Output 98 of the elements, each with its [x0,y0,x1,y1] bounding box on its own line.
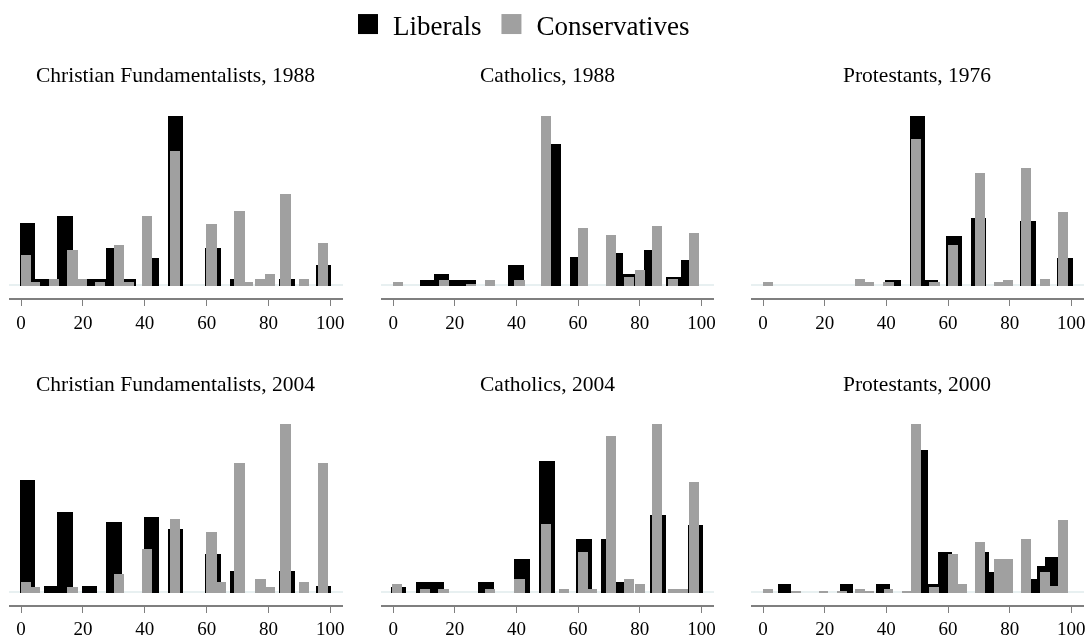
bar [19,479,35,593]
chart-title: Catholics, 2004 [480,372,616,396]
bar [141,548,152,593]
x-tick-label: 80 [630,618,650,639]
bar [169,518,180,593]
x-tick-label: 40 [135,311,155,333]
bar [317,462,328,593]
x-tick-label: 20 [73,618,93,639]
bar [1057,211,1068,286]
bar [437,588,449,593]
chart-title: Protestants, 1976 [843,63,992,87]
x-tick-label: 100 [687,311,716,333]
x-tick-label: 0 [16,311,26,333]
bar [1020,538,1031,593]
bar [298,278,309,286]
x-tick-label: 60 [938,618,958,639]
chart-title: Catholics, 1988 [480,63,615,87]
bar [910,138,921,286]
bar [392,281,403,286]
x-tick-label: 40 [135,618,155,639]
x-tick-label: 100 [1057,618,1086,639]
bar [836,590,847,593]
x-tick-label: 100 [316,311,345,333]
x-tick-label: 80 [1000,618,1020,639]
x-tick-label: 60 [197,618,217,639]
bar [777,583,791,593]
x-tick-label: 0 [388,618,398,639]
x-tick-label: 40 [876,311,896,333]
bar [651,225,662,286]
x-tick-label: 100 [1057,311,1086,333]
x-tick-label: 20 [815,618,835,639]
x-tick-label: 20 [445,311,465,333]
bar [974,541,985,593]
bar [605,234,616,286]
bar [882,281,894,286]
bar [81,585,97,593]
bar [762,281,773,286]
x-tick-label: 60 [197,311,217,333]
bar [169,150,180,286]
bar [605,435,616,593]
bar [298,581,309,593]
x-tick-label: 40 [876,618,896,639]
bar [558,588,569,593]
x-tick-label: 20 [815,311,835,333]
x-tick-label: 20 [445,618,465,639]
bar [577,227,588,286]
bar [667,278,678,286]
x-tick-label: 60 [568,618,588,639]
bar [513,578,525,593]
bar [317,242,328,286]
x-tick-label: 0 [758,311,768,333]
bar [279,423,291,593]
bar [484,588,495,593]
bar [1020,167,1031,286]
bar [279,193,291,286]
chart-title: Christian Fundamentalists, 1988 [36,63,315,87]
bar [928,281,940,286]
x-tick-label: 20 [73,311,93,333]
x-tick-label: 80 [630,311,650,333]
bar [947,244,958,286]
bar [688,232,699,286]
chart-title: Christian Fundamentalists, 2004 [36,372,316,396]
bar [651,423,662,593]
bar [66,586,78,593]
bar [438,279,449,286]
bar [513,279,525,286]
legend-label: Conservatives [536,10,690,41]
x-tick-label: 40 [506,618,526,639]
bar [465,283,476,286]
x-tick-label: 80 [258,618,278,639]
bar [484,279,495,286]
bar [762,588,773,593]
legend-label: Liberals [392,10,482,41]
x-tick-label: 60 [938,311,958,333]
bar [883,588,893,593]
x-tick-label: 80 [258,311,278,333]
bar [1039,278,1050,286]
bar [540,115,551,286]
bar [48,278,59,286]
chart-title: Protestants, 2000 [843,372,992,396]
bar [818,590,828,593]
x-tick-label: 0 [16,618,26,639]
bar [790,590,801,593]
bar [391,583,402,593]
x-tick-label: 100 [316,618,345,639]
x-tick-label: 60 [568,311,588,333]
bar [113,573,124,593]
bar [540,523,551,593]
x-tick-label: 100 [687,618,716,639]
bar [233,462,245,593]
bar [141,215,152,286]
x-tick-label: 0 [758,618,768,639]
bar [974,172,985,286]
bar [419,588,430,593]
bar [205,223,217,286]
x-tick-label: 80 [1000,311,1020,333]
x-tick-label: 0 [388,311,398,333]
x-tick-label: 40 [506,311,526,333]
